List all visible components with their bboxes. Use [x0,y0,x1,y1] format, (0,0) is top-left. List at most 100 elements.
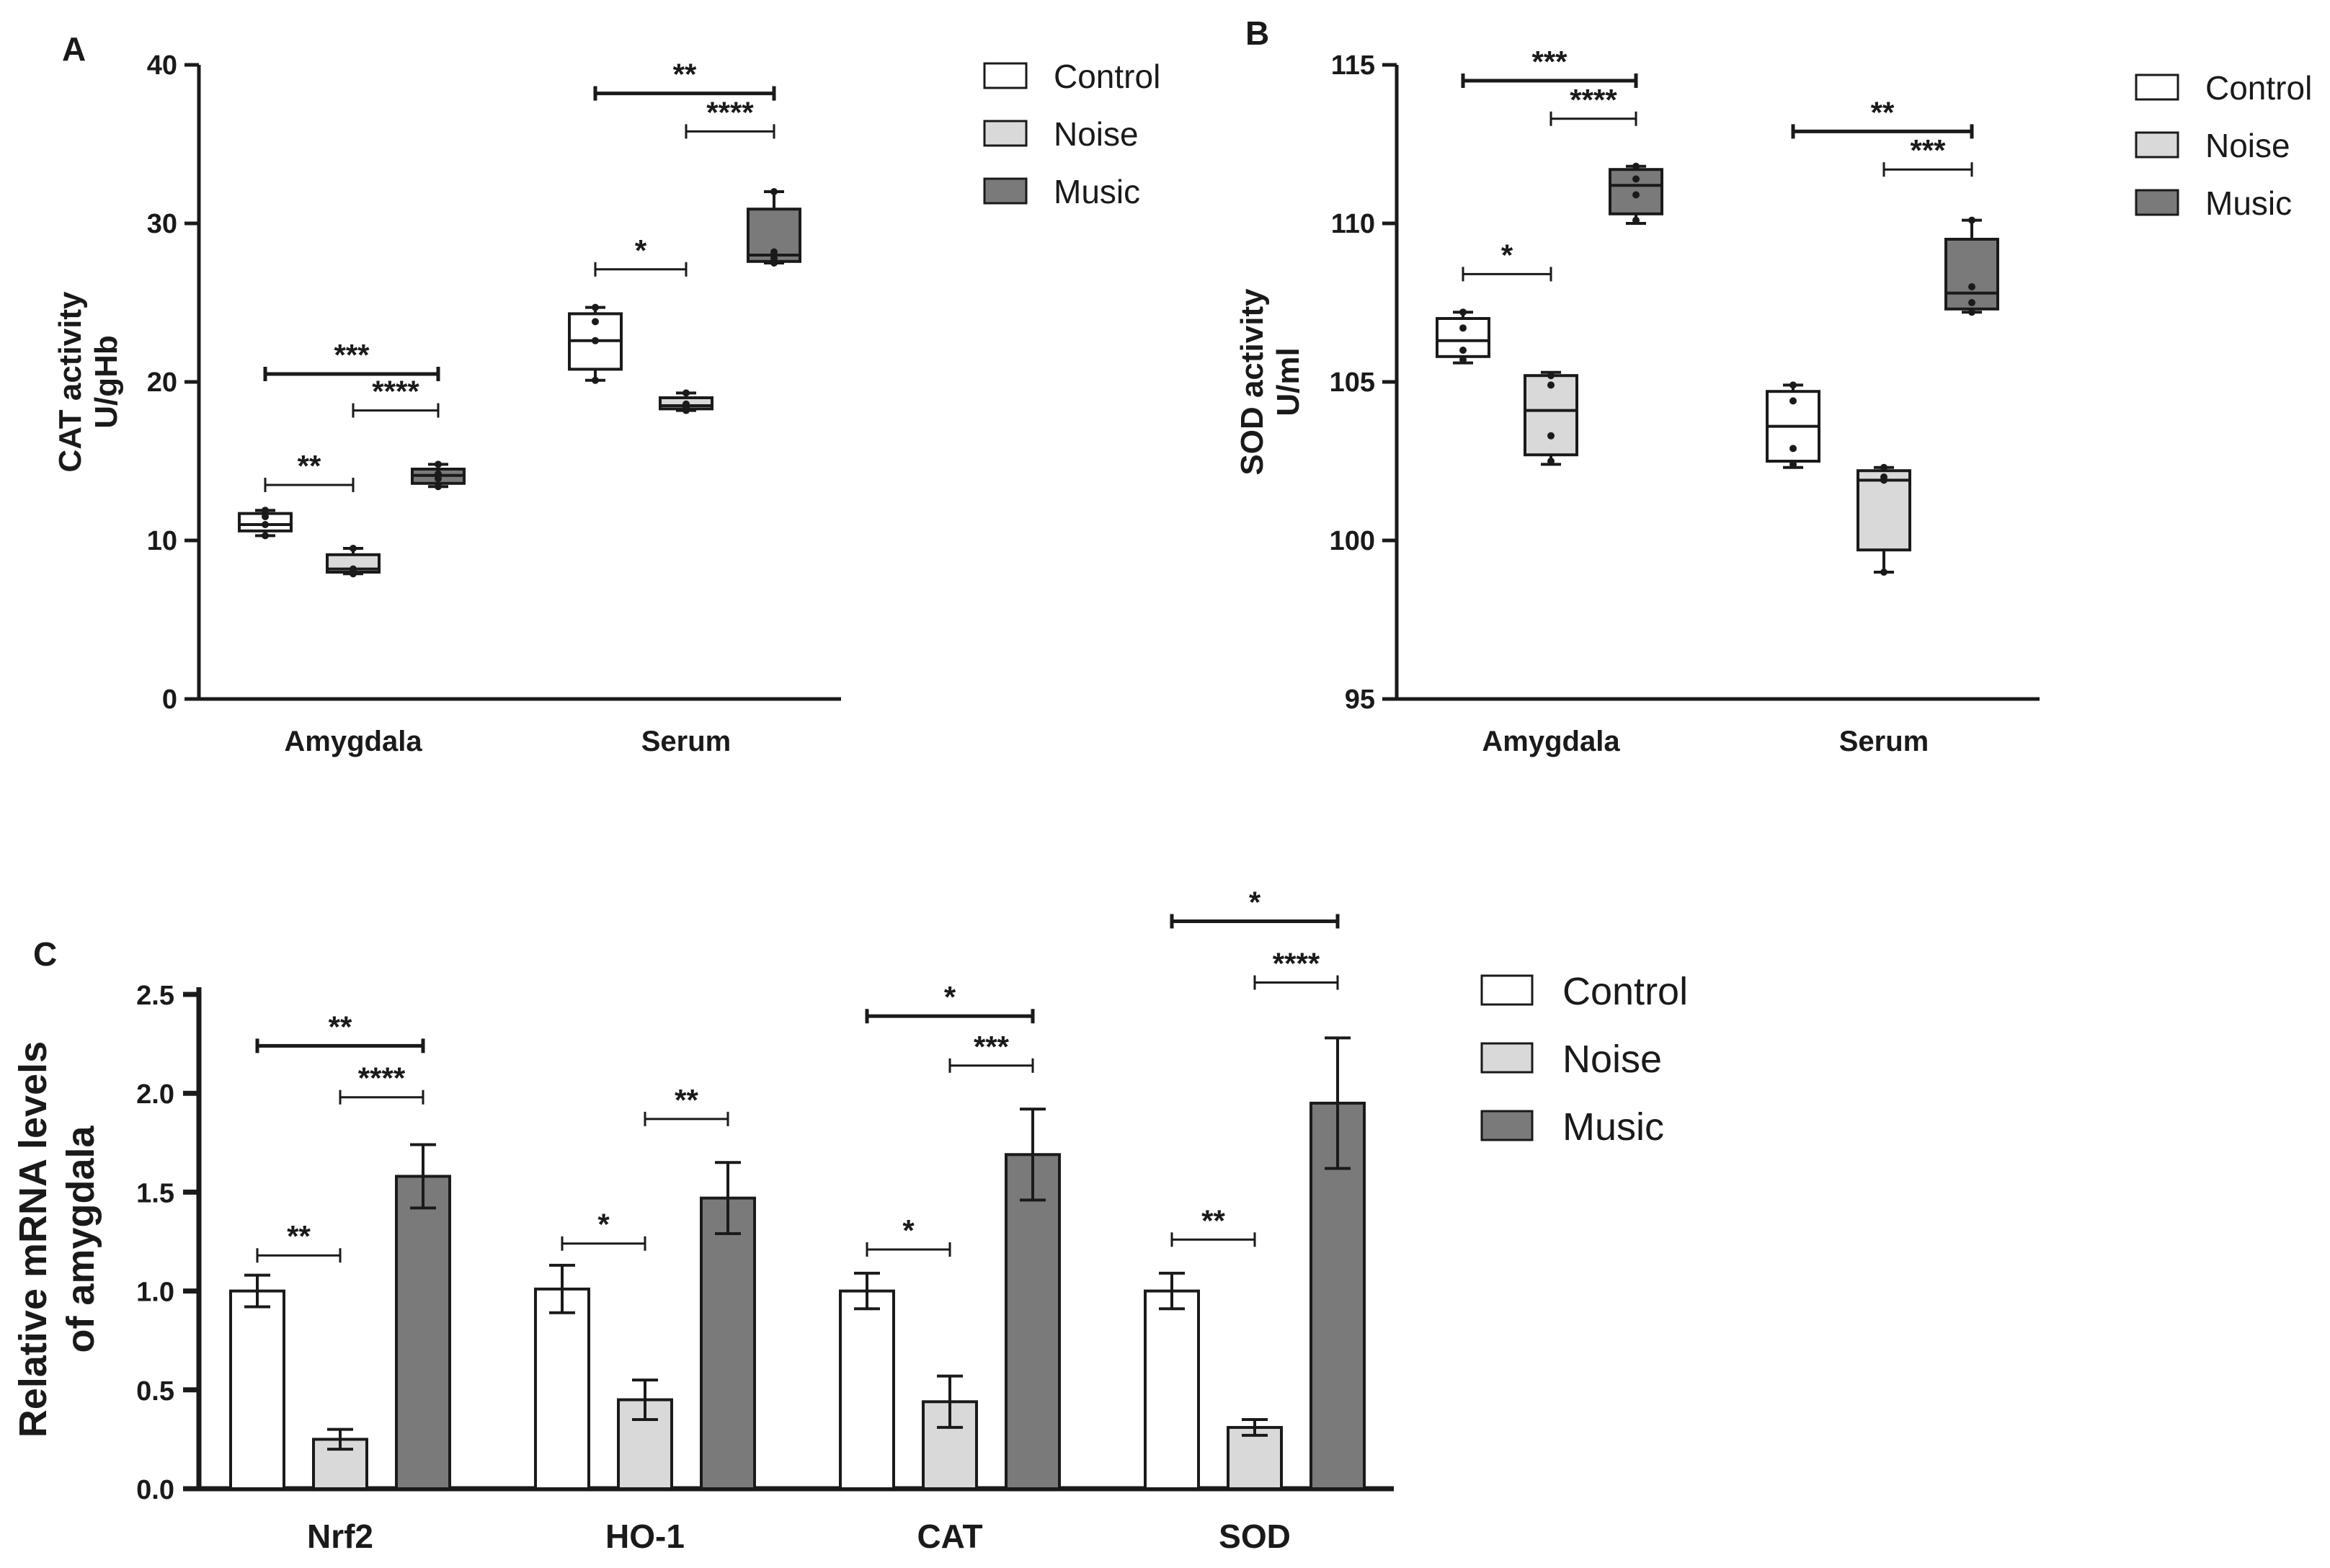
panel-a-letter: A [62,30,86,68]
significance-label: **** [358,1061,406,1095]
bar-noise-sod [1227,1425,1283,1491]
legend-swatch-control [983,62,1028,89]
box-noise-amygdala-point [350,565,357,573]
box-noise-amygdala-point [350,545,357,552]
box-music-amygdala-point [1632,162,1640,170]
legend-label-noise: Noise [2205,127,2290,164]
box-control-amygdala-point [262,507,269,514]
box-music-serum-point [1968,283,1975,290]
y-tick-label: 0 [162,685,177,715]
panel-c-letter: C [33,935,57,973]
y-tick-label: 95 [1345,685,1375,715]
box-music-serum-point [1968,299,1975,306]
bar-music-ho-1 [700,1196,756,1490]
legend-swatch-music [983,177,1028,205]
panel-c: C 0.00.51.01.52.02.5 *******************… [12,885,1688,1555]
significance-label: ** [1201,1203,1225,1237]
legend-label-noise: Noise [1054,115,1139,153]
bar-music-nrf2 [395,1175,451,1490]
box-control-amygdala-point [262,532,269,540]
significance-label: * [944,980,956,1014]
box-control-serum-point [592,337,599,344]
box-music-amygdala-point [1632,175,1640,183]
panel-a-y-label-line2: U/gHb [89,335,124,429]
y-tick-label: 100 [1330,526,1375,556]
box-control-amygdala-point [1459,347,1467,354]
significance-label: * [1501,238,1513,272]
significance-label: * [1249,885,1261,919]
bar-music-cat [1005,1153,1061,1491]
x-category-cat: CAT [917,1518,982,1555]
y-tick-label: 0.0 [136,1475,174,1505]
y-tick-label: 2.5 [136,981,174,1011]
legend-swatch-noise [1480,1042,1534,1074]
panel-b-legend: Control Noise Music [2135,69,2312,222]
box-noise-serum-point [1880,463,1887,471]
significance-label: **** [706,95,754,129]
y-tick-label: 40 [147,50,177,81]
legend-swatch-noise [983,120,1028,147]
x-category-ho-1: HO-1 [605,1518,685,1555]
panel-b-x-category-serum: Serum [1839,726,1929,757]
significance-label: ** [298,449,321,483]
y-tick-label: 105 [1330,368,1375,398]
y-tick-label: 30 [147,209,177,239]
bar-control-ho-1 [534,1287,590,1490]
legend-label-music: Music [1562,1105,1664,1149]
panel-b-letter: B [1245,14,1269,52]
box-control-serum-point [592,303,599,311]
legend-label-control: Control [1562,970,1688,1013]
box-control-serum-point [592,376,599,384]
box-noise-serum-point [682,389,690,397]
box-noise-amygdala-point [1547,372,1555,380]
legend-label-noise: Noise [1562,1038,1662,1081]
y-tick-label: 1.0 [136,1278,174,1308]
box-music-serum-point [1968,308,1975,316]
box-noise-serum-point [1880,473,1887,481]
legend-swatch-control [1480,974,1534,1006]
panel-c-legend: Control Noise Music [1480,970,1688,1149]
box-control-amygdala-point [1459,324,1467,332]
significance-label: **** [372,375,419,409]
box-control-serum-point [1789,460,1797,468]
box-control-amygdala-point [1459,356,1467,364]
x-category-nrf2: Nrf2 [307,1518,373,1555]
box-control-amygdala-point [262,521,269,528]
significance-label: * [902,1213,915,1247]
significance-label: *** [1531,45,1568,79]
significance-label: ** [329,1010,352,1043]
panel-b-x-category-amygdala: Amygdala [1482,726,1620,757]
panel-a-y-label-line1: CAT activity [53,291,88,473]
legend-swatch-control [2135,74,2179,101]
panel-c-y-label-line2: of amygdala [59,1125,102,1353]
box-noise-serum-point [682,400,690,408]
box-music-amygdala-point [435,470,442,478]
significance-label: *** [1910,133,1946,167]
box-control-serum-point [1789,381,1797,389]
bar-control-nrf2 [229,1289,285,1490]
bar-control-cat [839,1289,895,1490]
legend-swatch-music [1480,1110,1534,1141]
box-music-amygdala-point [1632,191,1640,199]
legend-label-control: Control [2205,69,2312,107]
y-tick-label: 2.0 [136,1079,174,1110]
box-control-serum-point [1789,445,1797,453]
significance-label: * [635,233,647,267]
box-music-amygdala-point [1632,216,1640,224]
legend-label-music: Music [2205,184,2292,222]
significance-label: ** [675,1083,698,1117]
significance-label: **** [1273,947,1320,981]
box-control-serum-point [592,318,599,326]
box-control-amygdala-point [262,513,269,520]
significance-label: *** [334,338,370,372]
box-music-serum-point [770,248,778,256]
significance-label: * [597,1208,610,1242]
box-music-amygdala-point [435,483,442,491]
legend-label-control: Control [1054,58,1160,95]
y-tick-label: 110 [1331,209,1375,239]
significance-label: **** [1570,83,1617,117]
box-music-serum-point [770,254,778,262]
box-music-serum [1944,238,1999,311]
bar-control-sod [1144,1289,1200,1490]
